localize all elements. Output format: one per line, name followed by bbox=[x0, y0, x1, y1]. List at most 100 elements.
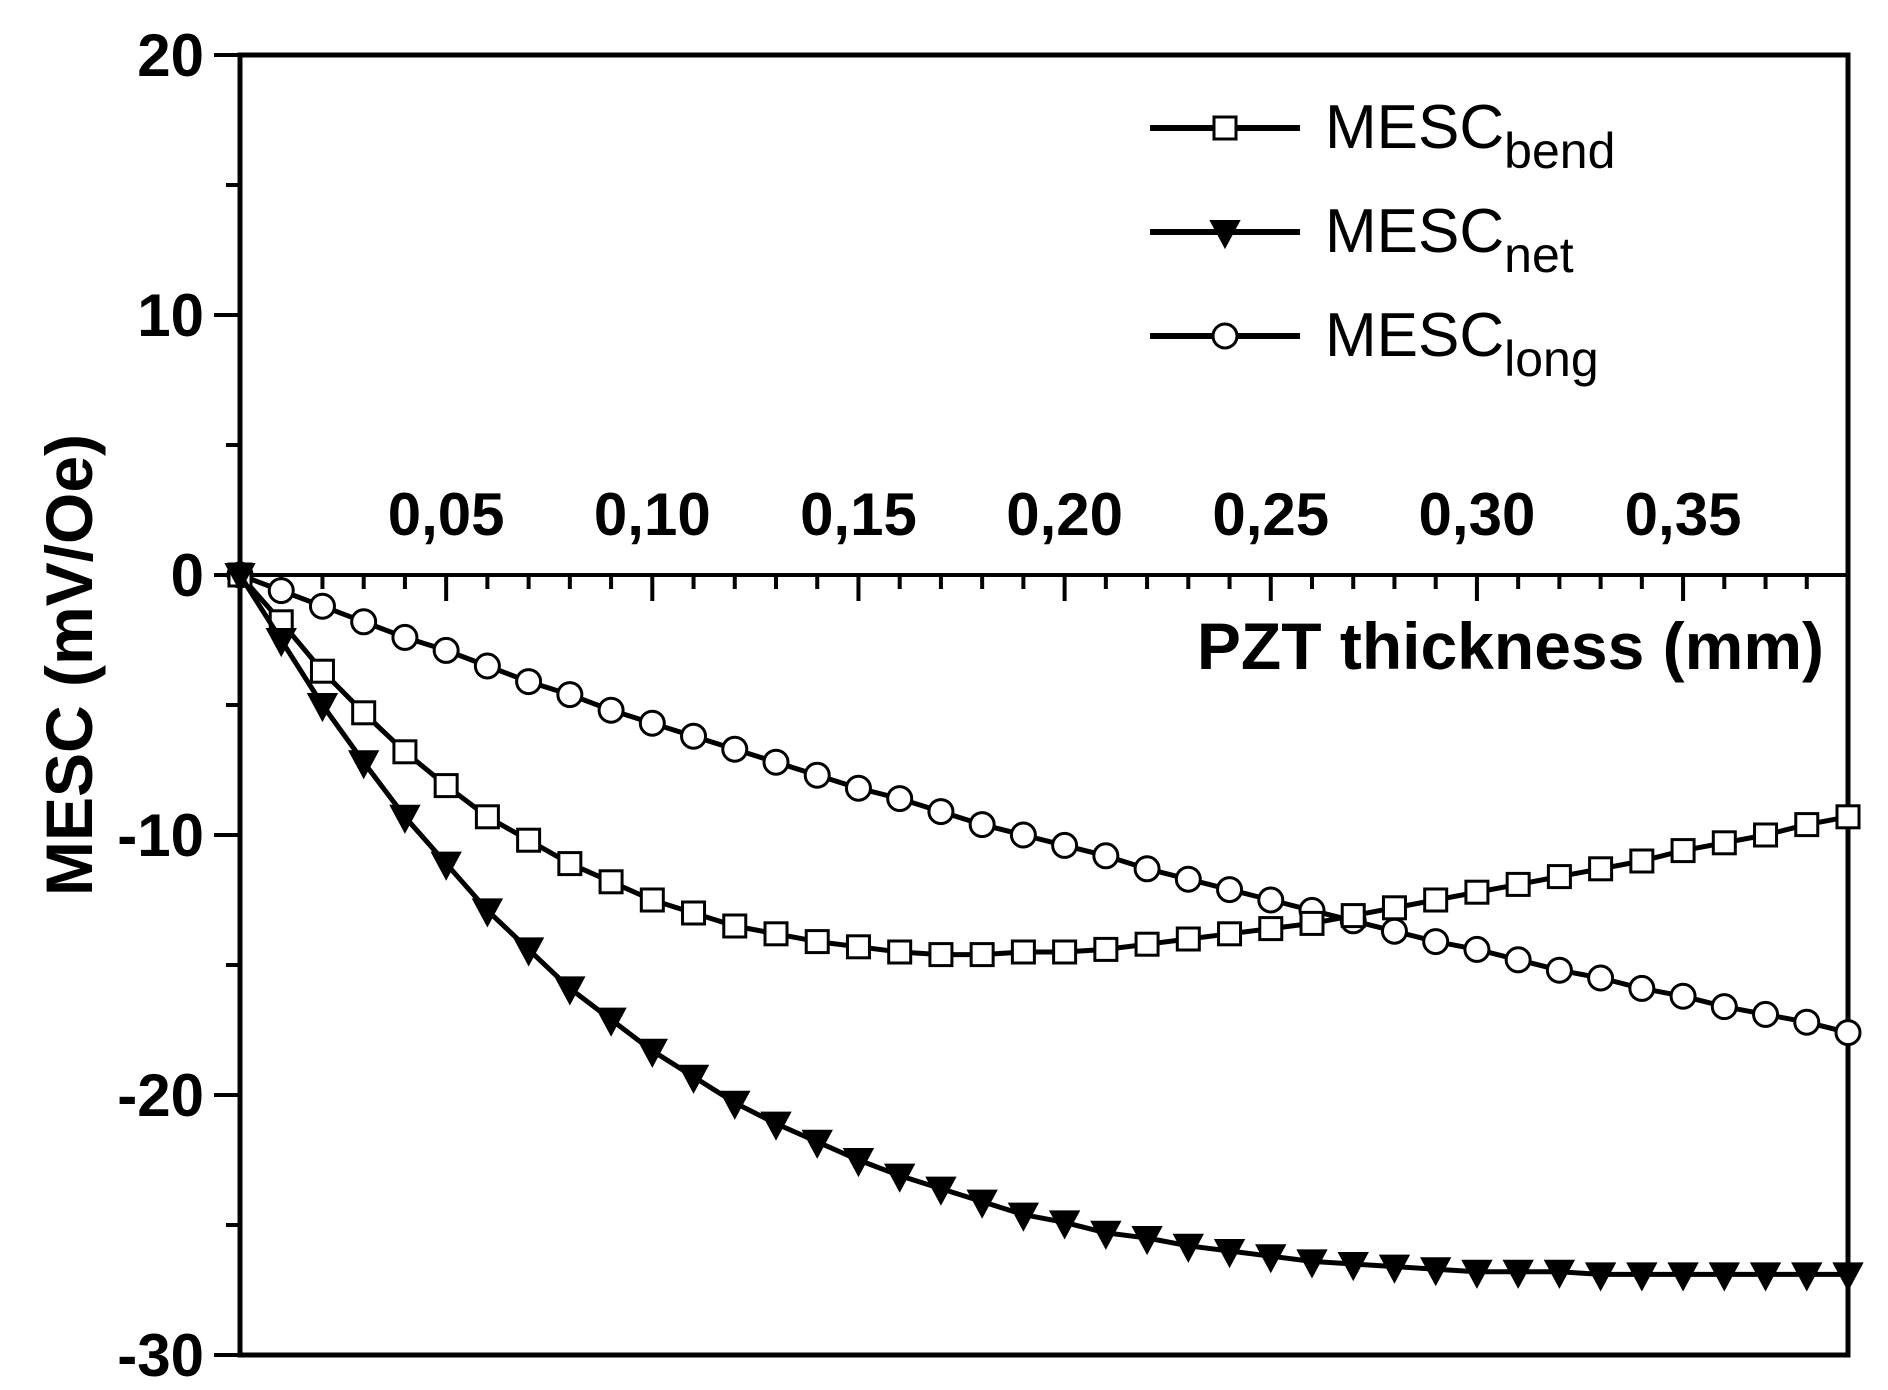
data-point-bend bbox=[887, 939, 913, 965]
y-tick-label: -30 bbox=[117, 1322, 204, 1389]
data-point-long bbox=[927, 798, 955, 826]
data-point-bend bbox=[1010, 939, 1036, 965]
data-point-bend bbox=[1794, 812, 1820, 838]
series-long bbox=[226, 561, 1862, 1047]
data-point-bend bbox=[1711, 830, 1737, 856]
data-point-net bbox=[224, 563, 256, 593]
data-point-net bbox=[306, 693, 339, 723]
legend-label-bend: MESCbend bbox=[1325, 93, 1615, 179]
data-point-long bbox=[267, 577, 295, 605]
series-line-bend bbox=[238, 573, 1849, 958]
series-line-long bbox=[239, 572, 1849, 1036]
data-point-net bbox=[512, 937, 545, 967]
data-point-long bbox=[1380, 917, 1408, 945]
data-point-long bbox=[1051, 831, 1079, 859]
data-point-long bbox=[680, 722, 708, 750]
data-point-bend bbox=[1629, 848, 1655, 874]
x-tick-label: 0,35 bbox=[1625, 481, 1742, 548]
data-point-long bbox=[1133, 855, 1161, 883]
data-point-bend bbox=[1835, 804, 1861, 830]
y-axis-title: MESC (mV/Oe) bbox=[32, 434, 106, 896]
data-point-net bbox=[1626, 1262, 1658, 1292]
data-point-bend bbox=[1381, 895, 1407, 921]
data-point-bend bbox=[1134, 931, 1160, 957]
data-point-bend bbox=[1340, 903, 1366, 929]
data-point-net bbox=[1378, 1254, 1411, 1284]
data-point-net bbox=[1337, 1252, 1369, 1282]
data-point-net bbox=[1543, 1259, 1576, 1289]
data-point-net bbox=[1255, 1244, 1287, 1274]
data-point-bend bbox=[1093, 936, 1119, 962]
x-tick-label: 0,10 bbox=[594, 481, 711, 548]
data-point-bend bbox=[351, 700, 377, 726]
x-tick-label: 0,15 bbox=[800, 481, 917, 548]
data-point-bend bbox=[681, 900, 707, 926]
data-point-long bbox=[350, 608, 378, 636]
data-point-net bbox=[348, 750, 380, 780]
data-point-net bbox=[760, 1111, 792, 1141]
data-point-net bbox=[966, 1189, 998, 1219]
data-point-long bbox=[1463, 935, 1491, 963]
legend-label-base: MESC bbox=[1325, 93, 1504, 162]
data-point-long bbox=[721, 735, 749, 763]
x-tick-label: 0,20 bbox=[1006, 481, 1123, 548]
data-point-long bbox=[597, 696, 625, 724]
data-point-bend bbox=[1753, 822, 1779, 848]
data-point-net bbox=[1007, 1202, 1040, 1232]
data-point-net bbox=[884, 1163, 916, 1193]
data-point-long bbox=[803, 761, 831, 789]
data-point-long bbox=[762, 748, 790, 776]
data-point-net bbox=[1048, 1210, 1081, 1240]
data-point-net bbox=[1420, 1257, 1452, 1287]
plot-frame bbox=[237, 52, 1851, 1358]
data-point-bend bbox=[928, 942, 954, 968]
data-point-net bbox=[554, 976, 586, 1006]
data-point-net bbox=[1296, 1249, 1328, 1279]
data-point-long bbox=[1834, 1019, 1862, 1047]
data-point-long bbox=[1752, 1000, 1780, 1028]
y-tick-label: 20 bbox=[137, 22, 204, 89]
data-point-long bbox=[1710, 993, 1738, 1021]
legend-label-subscript: bend bbox=[1504, 123, 1615, 179]
axes-layer: -30 -20 -10 0 10 20 0,05 0,10 0,15 0,20 0,25 0,30 0,… bbox=[117, 22, 1851, 1389]
data-point-bend bbox=[516, 827, 542, 853]
data-point-net bbox=[1584, 1262, 1617, 1292]
legend-label-base: MESC bbox=[1325, 197, 1504, 266]
x-tick-label: 0,30 bbox=[1419, 481, 1536, 548]
x-tick-label: 0,25 bbox=[1212, 481, 1329, 548]
data-point-net bbox=[1213, 1239, 1246, 1269]
data-point-long bbox=[1587, 964, 1615, 992]
series-line-net bbox=[237, 573, 1848, 1277]
data-point-bend bbox=[1670, 838, 1696, 864]
data-point-bend bbox=[763, 921, 789, 947]
legend-label-net: MESCnet bbox=[1325, 197, 1574, 283]
data-point-bend bbox=[474, 804, 500, 830]
data-point-net bbox=[1090, 1220, 1122, 1250]
data-point-net bbox=[389, 804, 421, 834]
data-point-net bbox=[1749, 1262, 1782, 1292]
data-point-bend bbox=[845, 934, 871, 960]
legend-item-bend: MESCbend bbox=[1150, 93, 1615, 179]
data-point-long bbox=[1504, 946, 1532, 974]
legend-label-base: MESC bbox=[1325, 301, 1504, 370]
data-point-long bbox=[968, 811, 996, 839]
legend-marker-bend bbox=[1212, 115, 1238, 141]
data-point-long bbox=[1092, 842, 1120, 870]
y-tick-label: 0 bbox=[171, 542, 204, 609]
data-point-bend bbox=[1217, 921, 1243, 947]
legend-marker-net bbox=[1209, 220, 1241, 250]
series-net bbox=[224, 563, 1864, 1292]
data-point-long bbox=[432, 636, 460, 664]
data-point-bend bbox=[309, 658, 335, 684]
data-point-long bbox=[1793, 1008, 1821, 1036]
data-point-bend bbox=[1052, 939, 1078, 965]
data-point-net bbox=[719, 1090, 751, 1120]
data-point-long bbox=[556, 681, 584, 709]
data-point-bend bbox=[1258, 916, 1284, 942]
x-axis-title: PZT thickness (mm) bbox=[1197, 609, 1824, 683]
data-point-bend bbox=[433, 773, 459, 799]
data-point-net bbox=[595, 1007, 627, 1037]
data-point-net bbox=[925, 1176, 957, 1206]
data-point-net bbox=[1502, 1259, 1534, 1289]
